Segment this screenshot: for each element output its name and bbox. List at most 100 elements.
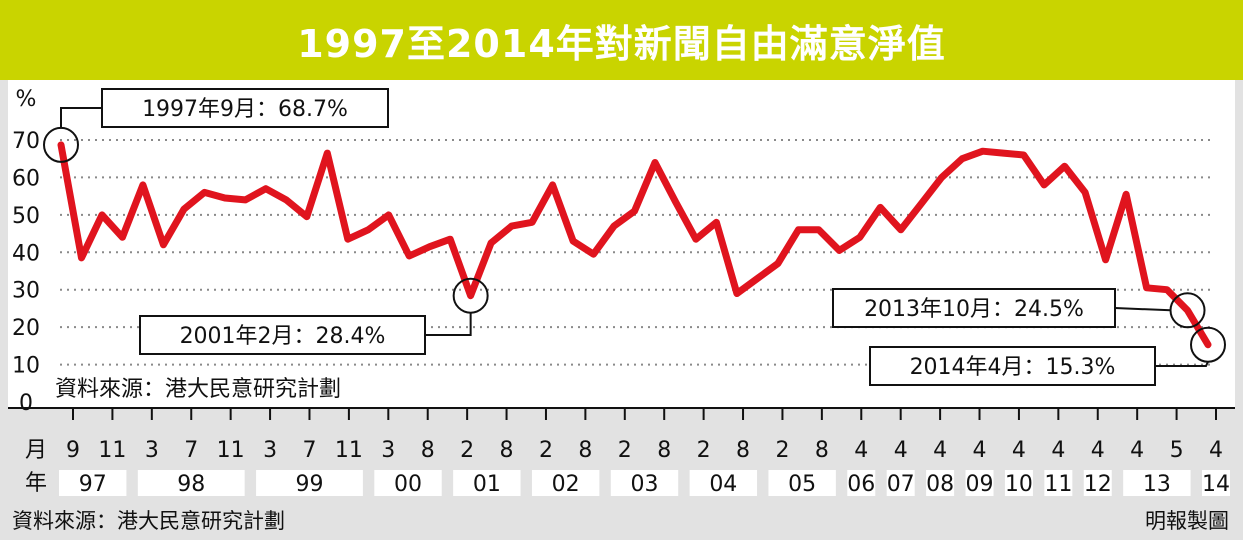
data-point	[1002, 152, 1004, 154]
year-group-box	[768, 470, 836, 496]
x-month-label: 2	[697, 438, 711, 463]
data-point	[80, 257, 82, 259]
data-point	[203, 191, 205, 193]
y-tick-label: 50	[12, 204, 40, 229]
data-point	[449, 238, 451, 240]
year-group-box	[847, 470, 876, 496]
data-point	[1146, 287, 1148, 289]
data-point	[142, 184, 144, 186]
y-axis-unit-label: %	[16, 87, 37, 112]
data-point	[121, 236, 123, 238]
x-month-label: 7	[184, 438, 198, 463]
x-month-label: 2	[460, 438, 474, 463]
data-point	[60, 144, 62, 146]
data-point	[162, 244, 164, 246]
month-row-label: 月	[25, 438, 47, 463]
x-month-label: 2	[618, 438, 632, 463]
year-group-label: 10	[1005, 472, 1033, 497]
x-month-label: 8	[500, 438, 514, 463]
y-tick-label: 10	[12, 354, 40, 379]
year-group-label: 11	[1044, 472, 1072, 497]
data-point	[306, 216, 308, 218]
data-point	[941, 176, 943, 178]
credit-note: 明報製圖	[1145, 509, 1229, 533]
callout-box	[869, 346, 1156, 386]
x-month-label: 4	[854, 438, 868, 463]
data-point	[1043, 184, 1045, 186]
year-group-box	[1083, 470, 1112, 496]
x-month-label: 3	[145, 438, 159, 463]
data-point	[1023, 154, 1025, 156]
data-point	[531, 221, 533, 223]
callout-box	[139, 315, 426, 355]
year-group-label: 04	[709, 472, 737, 497]
data-point	[715, 221, 717, 223]
data-point	[756, 277, 758, 279]
data-point	[777, 263, 779, 265]
callout-leader	[1155, 361, 1209, 367]
source-note: 資料來源：港大民意研究計劃	[12, 509, 285, 533]
year-group-box	[453, 470, 521, 496]
x-month-label: 4	[933, 438, 947, 463]
year-group-box	[610, 470, 679, 496]
x-month-label: 11	[335, 438, 363, 463]
x-month-label: 8	[815, 438, 829, 463]
year-group-label: 97	[79, 472, 107, 497]
x-month-label: 3	[381, 438, 395, 463]
year-group-box	[374, 470, 442, 496]
x-month-label: 4	[1130, 438, 1144, 463]
year-group-box	[1004, 470, 1033, 496]
data-point	[797, 229, 799, 231]
year-group-box	[689, 470, 758, 496]
data-point	[408, 255, 410, 257]
callout-label: 2014年4月：15.3%	[910, 355, 1116, 380]
year-group-box	[59, 470, 127, 496]
data-point	[388, 214, 390, 216]
year-group-box	[531, 470, 600, 496]
callout-leader	[425, 312, 472, 336]
callout-box	[832, 288, 1116, 328]
y-tick-label: 60	[12, 166, 40, 191]
x-month-label: 8	[421, 438, 435, 463]
year-group-label: 05	[788, 472, 816, 497]
data-point	[244, 199, 246, 201]
y-tick-label: 70	[12, 129, 40, 154]
data-point	[982, 150, 984, 152]
year-group-label: 00	[394, 472, 422, 497]
year-group-label: 08	[926, 472, 954, 497]
x-month-label: 3	[263, 438, 277, 463]
year-group-box	[1123, 470, 1191, 496]
data-point	[818, 229, 820, 231]
data-point	[183, 208, 185, 210]
data-point	[1084, 191, 1086, 193]
year-group-label: 99	[295, 472, 323, 497]
data-point	[429, 246, 431, 248]
year-group-label: 14	[1202, 472, 1230, 497]
series-line-layer	[57, 141, 1212, 349]
year-group-label: 98	[177, 472, 205, 497]
data-point	[654, 161, 656, 163]
data-point	[347, 238, 349, 240]
year-group-label: 06	[847, 472, 875, 497]
year-group-box	[137, 470, 245, 496]
x-month-label: 5	[1170, 438, 1184, 463]
plot-source-note: 資料來源：港大民意研究計劃	[55, 377, 341, 402]
x-month-label: 4	[973, 438, 987, 463]
x-month-label: 11	[217, 438, 245, 463]
year-group-label: 01	[473, 472, 501, 497]
year-group-label: 12	[1084, 472, 1112, 497]
callout-leader	[1114, 307, 1171, 312]
year-group-label: 07	[887, 472, 915, 497]
x-month-label: 8	[578, 438, 592, 463]
data-point	[470, 295, 472, 297]
year-group-box	[1202, 470, 1230, 496]
year-group-box	[886, 470, 915, 496]
data-point	[511, 225, 513, 227]
x-month-label: 4	[1209, 438, 1223, 463]
data-point	[1166, 289, 1168, 291]
y-tick-label: 30	[12, 279, 40, 304]
data-point	[1125, 193, 1127, 195]
year-group-label: 02	[552, 472, 580, 497]
x-month-label: 2	[775, 438, 789, 463]
